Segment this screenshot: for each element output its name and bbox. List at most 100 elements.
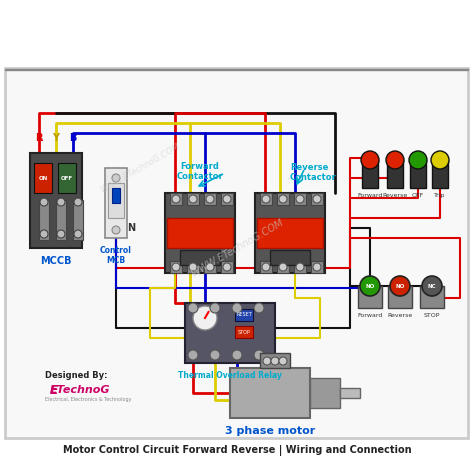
Bar bbox=[311, 193, 323, 205]
Bar bbox=[112, 188, 120, 203]
Text: Control
MCB: Control MCB bbox=[100, 246, 132, 265]
Circle shape bbox=[74, 230, 82, 238]
Circle shape bbox=[112, 174, 120, 182]
Bar bbox=[362, 160, 378, 188]
Circle shape bbox=[232, 350, 242, 360]
Bar bbox=[277, 193, 289, 205]
Text: Electrical, Electronics & Technology: Electrical, Electronics & Technology bbox=[45, 397, 131, 402]
Bar bbox=[420, 286, 444, 308]
Bar bbox=[235, 309, 253, 321]
Bar bbox=[204, 261, 216, 273]
Bar bbox=[170, 193, 182, 205]
Bar bbox=[108, 183, 124, 218]
Bar bbox=[185, 303, 275, 363]
Bar bbox=[170, 261, 182, 273]
Bar bbox=[432, 160, 448, 188]
Bar bbox=[58, 163, 76, 193]
Text: Forward: Forward bbox=[357, 313, 383, 318]
Text: Motor Control Circuit Forward Reverse | Wiring and Connection: Motor Control Circuit Forward Reverse | … bbox=[63, 445, 411, 455]
Circle shape bbox=[409, 151, 427, 169]
Text: ON: ON bbox=[38, 176, 47, 181]
Text: B: B bbox=[69, 133, 77, 143]
Text: ETechnoG: ETechnoG bbox=[50, 385, 110, 395]
Text: RESET: RESET bbox=[236, 313, 252, 317]
Bar bbox=[204, 193, 216, 205]
Text: NO: NO bbox=[365, 284, 374, 288]
Circle shape bbox=[262, 195, 270, 203]
Bar bbox=[221, 261, 233, 273]
Circle shape bbox=[112, 226, 120, 234]
Circle shape bbox=[74, 198, 82, 206]
Text: Y: Y bbox=[53, 133, 60, 143]
Bar bbox=[358, 286, 382, 308]
Bar bbox=[235, 326, 253, 338]
Circle shape bbox=[422, 276, 442, 296]
Circle shape bbox=[279, 263, 287, 271]
Circle shape bbox=[188, 350, 198, 360]
Text: Trip: Trip bbox=[434, 193, 446, 198]
Bar bbox=[387, 160, 403, 188]
Circle shape bbox=[254, 350, 264, 360]
Text: STOP: STOP bbox=[424, 313, 440, 318]
Circle shape bbox=[40, 230, 48, 238]
Bar bbox=[260, 193, 272, 205]
Circle shape bbox=[271, 357, 279, 365]
Circle shape bbox=[313, 195, 321, 203]
Bar bbox=[34, 163, 52, 193]
Bar bbox=[5, 69, 468, 70]
Circle shape bbox=[210, 303, 220, 313]
Circle shape bbox=[313, 263, 321, 271]
Text: WWW.ETechnoG.COM: WWW.ETechnoG.COM bbox=[189, 218, 285, 278]
Bar bbox=[5, 68, 468, 438]
Circle shape bbox=[361, 151, 379, 169]
Circle shape bbox=[188, 303, 198, 313]
Text: Forward: Forward bbox=[357, 193, 383, 198]
Text: E: E bbox=[50, 383, 58, 396]
Circle shape bbox=[390, 276, 410, 296]
Circle shape bbox=[210, 350, 220, 360]
Bar bbox=[340, 388, 360, 398]
Bar bbox=[260, 353, 290, 368]
Text: OFF: OFF bbox=[61, 176, 73, 181]
Circle shape bbox=[193, 306, 217, 330]
Bar bbox=[410, 160, 426, 188]
Circle shape bbox=[386, 151, 404, 169]
Bar bbox=[257, 218, 323, 248]
Text: NO: NO bbox=[395, 284, 405, 288]
Bar bbox=[30, 153, 82, 248]
Bar bbox=[167, 218, 233, 248]
Circle shape bbox=[279, 357, 287, 365]
Text: 3 phase motor: 3 phase motor bbox=[225, 426, 315, 436]
Circle shape bbox=[206, 263, 214, 271]
Bar bbox=[73, 200, 83, 240]
Bar bbox=[187, 193, 199, 205]
Circle shape bbox=[189, 263, 197, 271]
Circle shape bbox=[57, 230, 65, 238]
Bar bbox=[39, 200, 49, 240]
Text: WWW.ETechnoG.COM: WWW.ETechnoG.COM bbox=[99, 141, 182, 195]
Bar bbox=[165, 193, 235, 273]
Text: Reverse
Contactor: Reverse Contactor bbox=[290, 163, 337, 183]
Text: OFF: OFF bbox=[412, 193, 424, 198]
Bar bbox=[56, 200, 66, 240]
Text: Thermal Overload Relay: Thermal Overload Relay bbox=[178, 371, 282, 380]
Circle shape bbox=[232, 303, 242, 313]
Circle shape bbox=[254, 303, 264, 313]
Circle shape bbox=[206, 195, 214, 203]
Text: STOP: STOP bbox=[237, 329, 250, 335]
Text: Reverse: Reverse bbox=[383, 193, 408, 198]
Circle shape bbox=[262, 263, 270, 271]
Circle shape bbox=[223, 263, 231, 271]
Bar bbox=[221, 193, 233, 205]
Bar bbox=[310, 378, 340, 408]
Circle shape bbox=[360, 276, 380, 296]
Text: MCCB: MCCB bbox=[40, 256, 72, 266]
Circle shape bbox=[223, 195, 231, 203]
Bar bbox=[105, 168, 127, 238]
Bar bbox=[270, 250, 310, 265]
Bar bbox=[180, 250, 220, 265]
Text: N: N bbox=[127, 223, 135, 233]
Circle shape bbox=[57, 198, 65, 206]
Bar bbox=[187, 261, 199, 273]
Text: R: R bbox=[35, 133, 43, 143]
